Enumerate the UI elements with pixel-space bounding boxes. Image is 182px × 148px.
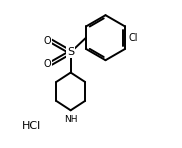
Text: HCl: HCl xyxy=(22,121,41,131)
Text: O: O xyxy=(44,59,51,69)
Text: Cl: Cl xyxy=(129,33,138,43)
Text: NH: NH xyxy=(64,115,77,124)
Text: S: S xyxy=(67,47,74,57)
Text: O: O xyxy=(44,36,51,46)
